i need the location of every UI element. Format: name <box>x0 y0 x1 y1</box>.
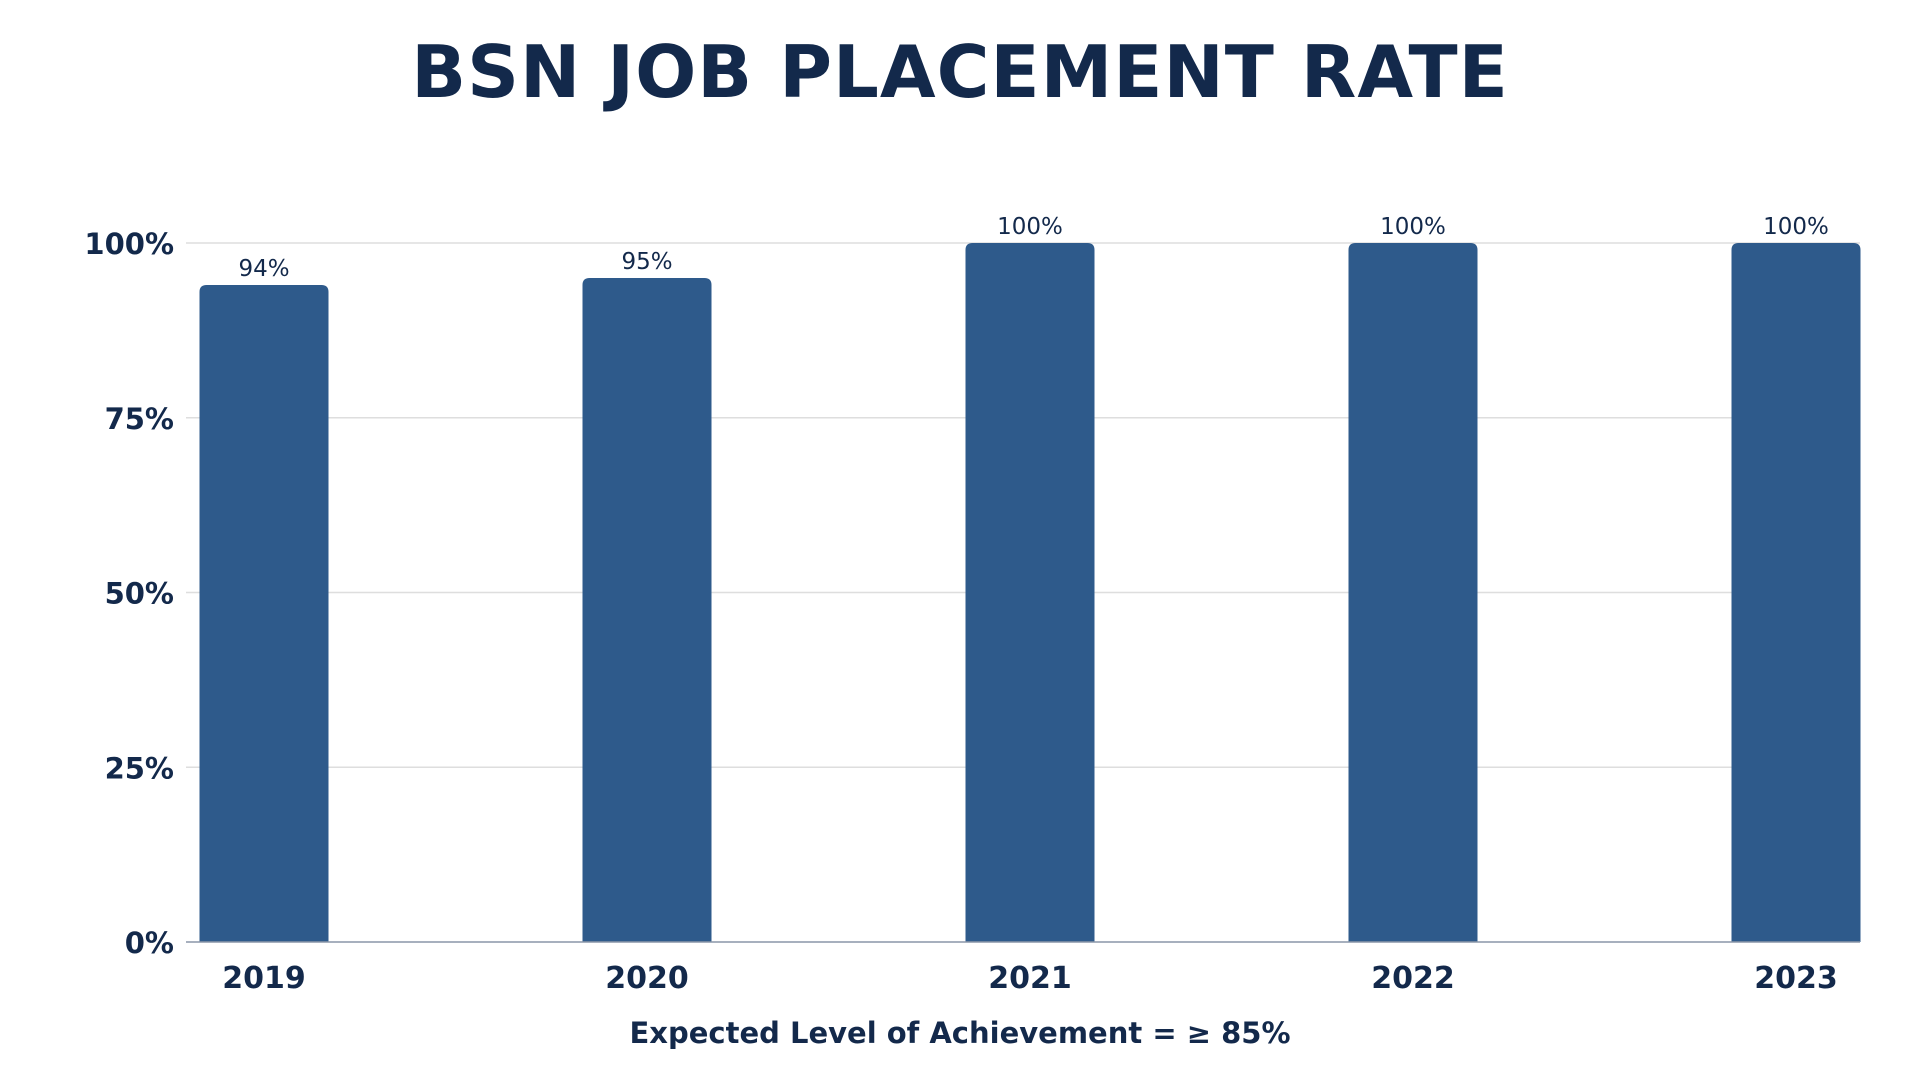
x-axis-ticks: 2019 2020 2021 2022 2023 <box>222 961 1838 996</box>
bar-2021 <box>965 243 1095 942</box>
value-labels: 94% 95% 100% 100% 100% <box>238 214 1828 282</box>
y-tick-label: 0% <box>125 926 174 960</box>
bar-2023 <box>1731 243 1861 942</box>
x-tick-label-2021: 2021 <box>988 961 1072 996</box>
bar-2019 <box>199 284 329 942</box>
y-tick-label: 25% <box>105 751 174 785</box>
x-tick-label-2019: 2019 <box>222 961 306 996</box>
value-label-2022: 100% <box>1380 214 1446 240</box>
value-label-2023: 100% <box>1763 214 1829 240</box>
y-tick-label: 75% <box>105 402 174 436</box>
y-tick-label: 50% <box>105 577 174 611</box>
bar-2022 <box>1348 243 1478 942</box>
bar-2020 <box>582 277 712 942</box>
value-label-2021: 100% <box>997 214 1063 240</box>
value-label-2020: 95% <box>621 249 672 275</box>
x-tick-label-2020: 2020 <box>605 961 689 996</box>
bars <box>199 243 1861 942</box>
chart-subtitle: Expected Level of Achievement = ≥ 85% <box>629 1016 1291 1050</box>
chart-title: BSN JOB PLACEMENT RATE <box>411 30 1509 114</box>
value-label-2019: 94% <box>238 256 289 282</box>
x-tick-label-2022: 2022 <box>1371 961 1455 996</box>
y-axis-ticks: 0% 25% 50% 75% 100% <box>84 227 174 960</box>
y-tick-label: 100% <box>84 227 174 261</box>
x-tick-label-2023: 2023 <box>1754 961 1838 996</box>
